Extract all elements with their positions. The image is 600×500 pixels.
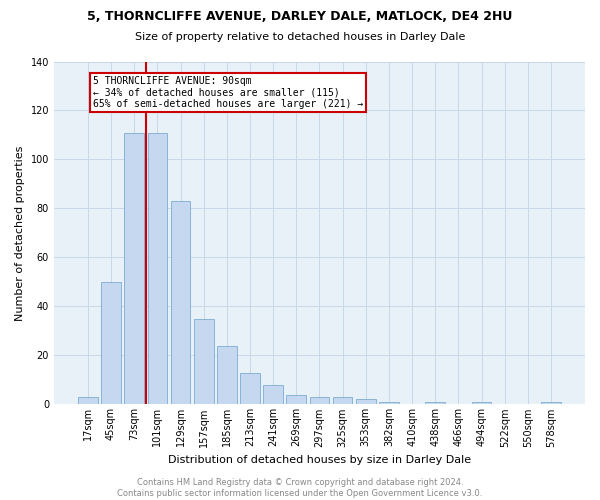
Text: Size of property relative to detached houses in Darley Dale: Size of property relative to detached ho…: [135, 32, 465, 42]
Bar: [379, 402, 399, 404]
Bar: [356, 400, 376, 404]
X-axis label: Distribution of detached houses by size in Darley Dale: Distribution of detached houses by size …: [168, 455, 471, 465]
Bar: [286, 394, 306, 404]
Text: 5 THORNCLIFFE AVENUE: 90sqm
← 34% of detached houses are smaller (115)
65% of se: 5 THORNCLIFFE AVENUE: 90sqm ← 34% of det…: [92, 76, 363, 110]
Bar: [425, 402, 445, 404]
Bar: [263, 385, 283, 404]
Bar: [217, 346, 236, 405]
Bar: [148, 132, 167, 404]
Bar: [333, 397, 352, 404]
Bar: [101, 282, 121, 405]
Text: Contains HM Land Registry data © Crown copyright and database right 2024.
Contai: Contains HM Land Registry data © Crown c…: [118, 478, 482, 498]
Bar: [541, 402, 561, 404]
Bar: [124, 132, 144, 404]
Text: 5, THORNCLIFFE AVENUE, DARLEY DALE, MATLOCK, DE4 2HU: 5, THORNCLIFFE AVENUE, DARLEY DALE, MATL…: [88, 10, 512, 23]
Y-axis label: Number of detached properties: Number of detached properties: [15, 146, 25, 320]
Bar: [310, 397, 329, 404]
Bar: [240, 372, 260, 404]
Bar: [170, 201, 190, 404]
Bar: [194, 318, 214, 404]
Bar: [472, 402, 491, 404]
Bar: [78, 397, 98, 404]
